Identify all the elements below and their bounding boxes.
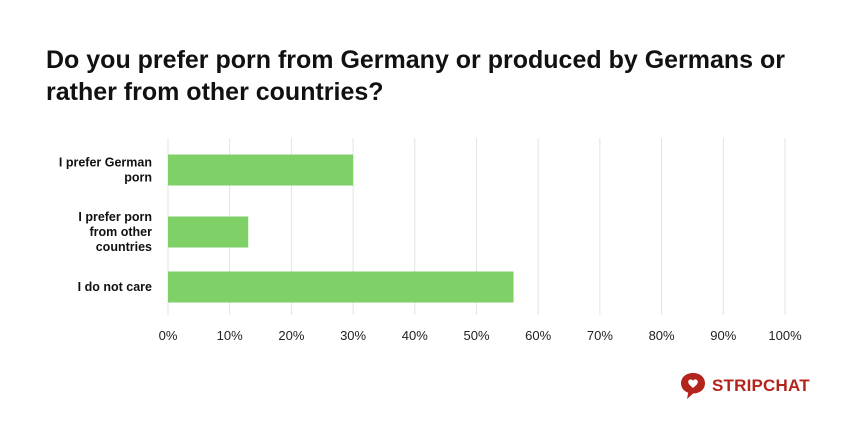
x-tick-label: 10%	[217, 328, 243, 343]
stripchat-logo-text: STRIPCHAT	[712, 376, 810, 395]
x-tick-label: 50%	[463, 328, 489, 343]
bar	[168, 271, 514, 303]
category-label: porn	[124, 171, 152, 185]
x-tick-label: 90%	[710, 328, 736, 343]
bar	[168, 216, 249, 248]
x-tick-label: 80%	[649, 328, 675, 343]
bars	[168, 154, 514, 303]
x-tick-label: 40%	[402, 328, 428, 343]
stripchat-logo[interactable]: STRIPCHAT	[680, 372, 810, 400]
bar	[168, 154, 354, 186]
x-tick-label: 0%	[159, 328, 178, 343]
stripchat-logo-icon	[681, 373, 705, 399]
category-label: I prefer German	[59, 156, 152, 170]
category-label: I do not care	[78, 280, 152, 294]
category-label: I prefer porn	[78, 210, 152, 224]
logo-heart	[688, 379, 698, 388]
x-tick-label: 70%	[587, 328, 613, 343]
category-label: from other	[90, 225, 153, 239]
x-axis-ticks: 0% 10% 20% 30% 40% 50% 60% 70% 80% 90% 100%	[159, 328, 802, 343]
category-label: countries	[96, 240, 152, 254]
chart-title: Do you prefer porn from Germany or produ…	[46, 46, 786, 106]
x-tick-label: 100%	[768, 328, 802, 343]
x-tick-label: 60%	[525, 328, 551, 343]
x-tick-label: 30%	[340, 328, 366, 343]
x-tick-label: 20%	[278, 328, 304, 343]
